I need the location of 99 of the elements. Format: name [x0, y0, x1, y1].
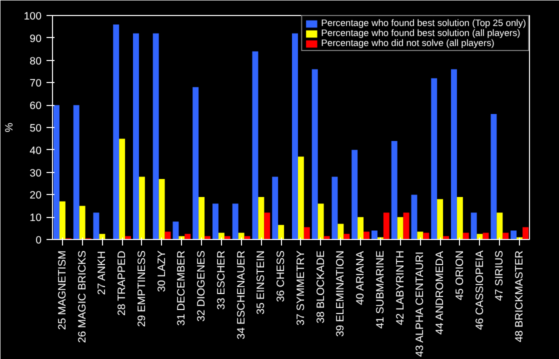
legend-label: Percentage who found best solution (all players)	[321, 28, 520, 38]
bar	[184, 234, 191, 240]
bar	[152, 33, 159, 240]
bar	[138, 176, 145, 240]
y-tick-label: 40	[30, 144, 42, 157]
x-tick-label: 29 EMPTINESS	[136, 250, 148, 327]
bar	[304, 227, 310, 240]
y-tick-label: 100	[24, 10, 42, 22]
legend-label: Percentage who found best solution (Top 25 only)	[321, 18, 526, 28]
x-tick-label: 28 TRAPPED	[116, 250, 128, 316]
bar	[324, 236, 330, 240]
bar	[482, 232, 489, 240]
y-tick-label: 80	[30, 55, 42, 68]
bar	[352, 150, 358, 240]
bar	[264, 212, 270, 240]
x-tick-label: 44 ANDROMEDA	[434, 250, 446, 335]
bar	[411, 194, 418, 240]
bar	[358, 217, 364, 240]
bar	[470, 212, 477, 240]
bar	[119, 138, 126, 240]
bar	[164, 232, 171, 240]
x-tick-label: 37 SYMMETRY	[294, 250, 307, 326]
y-tick-label: 20	[30, 190, 42, 202]
bar	[403, 212, 410, 240]
y-tick-label: 0	[36, 234, 42, 246]
bar	[391, 140, 398, 240]
bar	[371, 230, 378, 240]
bar	[431, 78, 438, 240]
bar	[53, 105, 60, 240]
bar	[450, 69, 457, 240]
x-tick-label: 41 SUBMARINE	[374, 250, 386, 329]
y-tick-label: 10	[30, 212, 42, 224]
bar	[298, 156, 304, 240]
x-tick-label: 35 EINSTEIN	[255, 250, 268, 314]
bar	[417, 232, 424, 240]
x-tick-label: 30 LAZY	[156, 250, 168, 292]
y-tick-label: 30	[30, 167, 42, 180]
bar	[312, 69, 318, 240]
x-tick-label: 40 ARIANA	[354, 250, 367, 305]
y-tick-label: 50	[30, 122, 42, 134]
x-tick-label: 31 DECEMBER	[176, 250, 188, 326]
bar	[224, 236, 230, 240]
bar	[456, 196, 463, 240]
x-tick-label: 32 DIOGENES	[196, 250, 208, 322]
bar	[510, 230, 517, 240]
bar	[125, 236, 132, 240]
bar	[292, 33, 298, 240]
y-axis-title: %	[4, 122, 16, 132]
bar	[244, 236, 250, 240]
bar	[59, 201, 66, 240]
bar	[252, 51, 258, 240]
bar	[332, 176, 338, 240]
bar	[204, 236, 211, 240]
bar	[437, 199, 444, 240]
bar	[93, 212, 100, 240]
x-tick-label: 42 LABYRINTH	[394, 250, 406, 326]
bar	[338, 224, 344, 240]
bar	[73, 105, 80, 240]
bar	[318, 204, 324, 240]
bar	[383, 212, 390, 240]
x-tick-label: 46 CASSIOPEIA	[474, 250, 486, 330]
x-tick-label: 45 ORION	[454, 250, 466, 300]
bar	[278, 224, 284, 240]
bar	[490, 114, 497, 240]
bar	[272, 176, 278, 240]
x-tick-label: 33 ESCHER	[215, 250, 228, 310]
bar	[496, 212, 503, 240]
bar	[502, 232, 509, 240]
bar	[462, 232, 469, 240]
bar	[364, 232, 370, 240]
x-tick-label: 36 CHESS	[275, 250, 288, 302]
x-tick-label: 48 BRICKMASTER	[514, 250, 526, 342]
bar	[232, 204, 238, 240]
bar	[443, 236, 450, 240]
x-tick-label: 38 BLOCKADE	[314, 250, 327, 324]
x-tick-label: 47 SIRIUS	[494, 250, 506, 301]
y-tick-label: 90	[30, 32, 42, 45]
bar	[212, 204, 218, 240]
x-tick-label: 43 ALPHA CENTAURI	[414, 252, 426, 357]
bar	[158, 179, 165, 240]
bar	[344, 234, 350, 240]
bar	[132, 33, 139, 240]
x-tick-label: 39 ELEMINATION	[334, 250, 347, 337]
bar	[397, 217, 404, 240]
bar	[522, 227, 529, 240]
bar	[258, 196, 264, 240]
x-tick-label: 27 ANKH	[96, 251, 108, 295]
x-tick-label: 34 ESCHENAUER	[235, 250, 248, 340]
y-tick-label: 60	[30, 100, 42, 112]
bar	[198, 196, 205, 240]
bar	[423, 232, 430, 240]
y-tick-label: 70	[30, 78, 42, 90]
legend-label: Percentage who did not solve (all players)	[321, 38, 494, 48]
bar	[172, 222, 179, 240]
bar	[113, 24, 120, 240]
bar	[79, 206, 86, 240]
x-tick-label: 25 MAGNETISM	[56, 250, 68, 330]
bar	[192, 87, 199, 240]
x-tick-label: 26 MAGIC BRICKS	[76, 250, 88, 343]
